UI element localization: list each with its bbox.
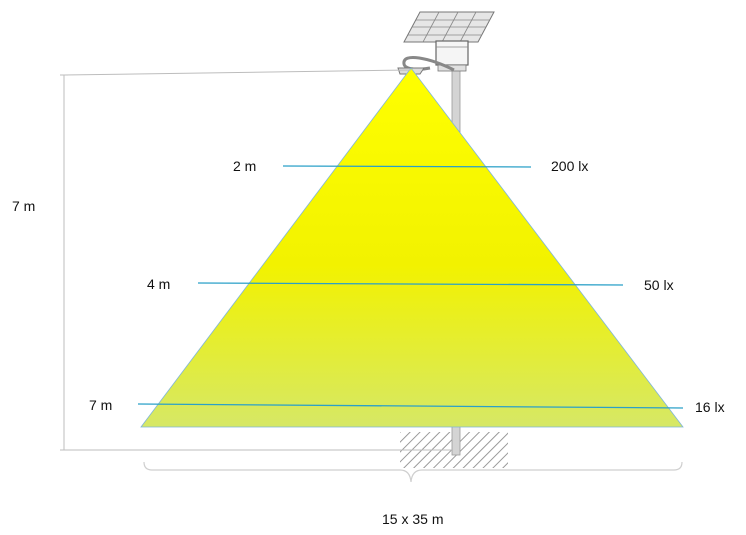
level-distance-label: 7 m xyxy=(89,397,113,413)
level-illuminance-label: 50 lx xyxy=(644,277,674,293)
battery-box-icon xyxy=(435,40,469,72)
level-illuminance-label: 16 lx xyxy=(695,399,725,415)
level-line-2m xyxy=(282,165,532,168)
height-label: 7 m xyxy=(12,198,36,214)
level-distance-label: 4 m xyxy=(147,276,171,292)
lamp-arm-icon xyxy=(397,56,455,75)
level-line-4m xyxy=(197,282,624,286)
level-line-7m xyxy=(137,403,684,409)
solar-panel-icon xyxy=(403,11,495,43)
level-distance-label: 2 m xyxy=(233,158,257,174)
level-illuminance-label: 200 lx xyxy=(551,158,589,174)
width-brace xyxy=(143,461,683,483)
area-label: 15 x 35 m xyxy=(382,511,444,527)
light-beam xyxy=(140,67,684,428)
height-dimension xyxy=(60,69,452,451)
